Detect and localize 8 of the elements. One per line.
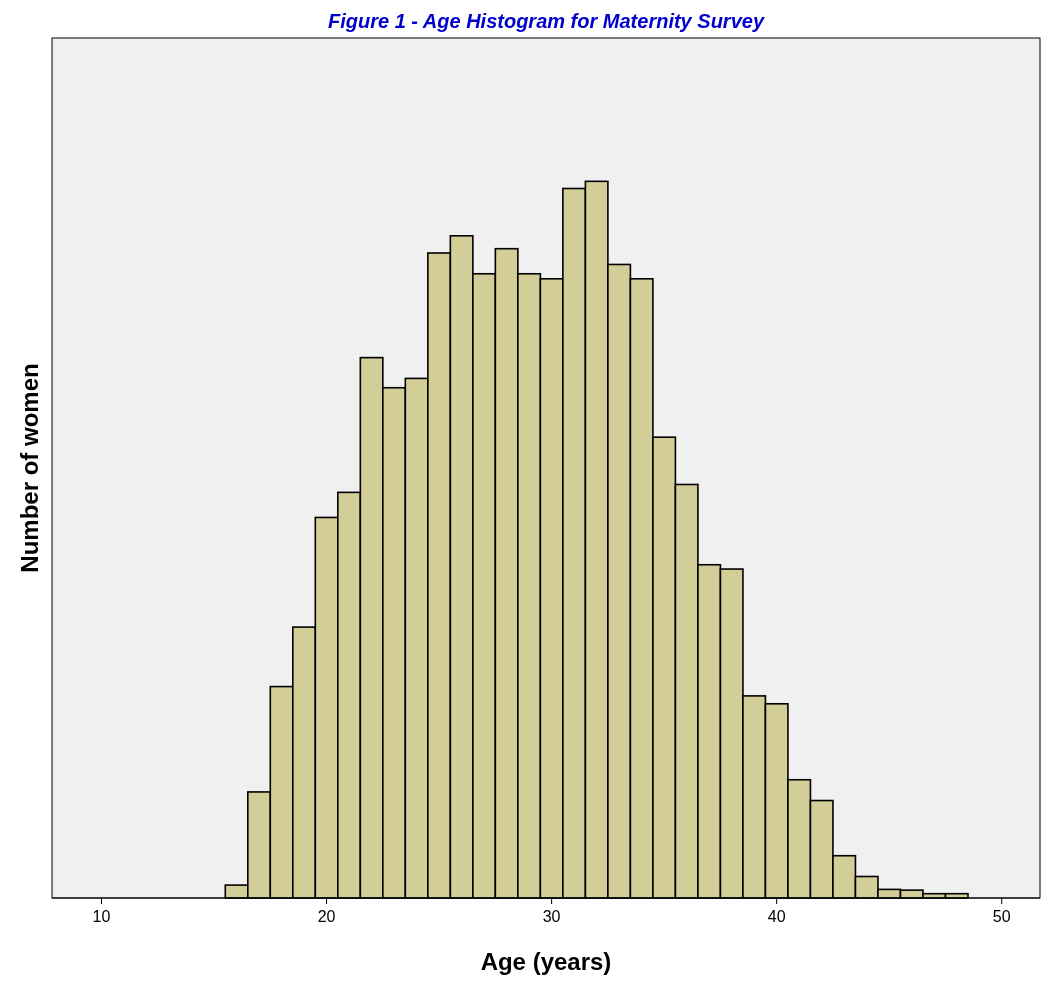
x-tick-label: 10 (92, 908, 111, 925)
chart-title: Figure 1 - Age Histogram for Maternity Survey (327, 10, 765, 32)
x-tick-label: 30 (542, 908, 561, 925)
x-tick-label: 50 (992, 908, 1011, 925)
x-tick-label: 20 (317, 908, 336, 925)
y-axis-title: Number of women (16, 363, 43, 573)
x-tick-label: 40 (767, 908, 786, 925)
x-axis-title: Age (years) (480, 948, 612, 975)
